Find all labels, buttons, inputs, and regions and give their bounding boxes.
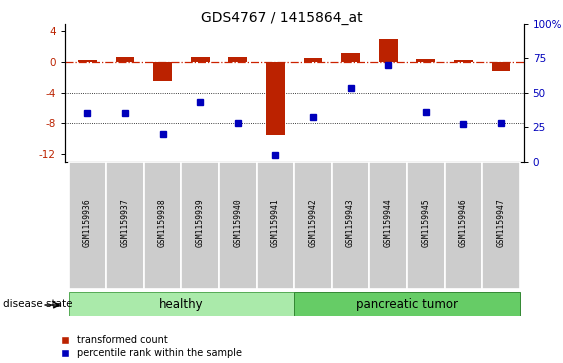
Bar: [417, 59, 435, 62]
Bar: [454, 60, 473, 62]
Bar: [294, 292, 520, 316]
Text: disease state: disease state: [3, 299, 72, 309]
Text: GSM1159943: GSM1159943: [346, 198, 355, 247]
Text: GSM1159936: GSM1159936: [83, 198, 92, 247]
Bar: [294, 162, 332, 289]
Bar: [332, 162, 369, 289]
Bar: [369, 162, 407, 289]
Bar: [257, 162, 294, 289]
Text: GSM1159939: GSM1159939: [195, 198, 204, 247]
Text: GSM1159940: GSM1159940: [233, 198, 242, 247]
Text: GSM1159946: GSM1159946: [459, 198, 468, 247]
Bar: [407, 162, 445, 289]
Bar: [69, 292, 294, 316]
Text: GSM1159944: GSM1159944: [384, 198, 393, 247]
Text: GSM1159941: GSM1159941: [271, 198, 280, 247]
Bar: [266, 62, 285, 135]
Bar: [115, 57, 135, 62]
Bar: [153, 62, 172, 81]
Text: GSM1159937: GSM1159937: [120, 198, 129, 247]
Bar: [181, 162, 219, 289]
Text: GSM1159945: GSM1159945: [421, 198, 430, 247]
Text: GDS4767 / 1415864_at: GDS4767 / 1415864_at: [200, 11, 363, 25]
Text: GSM1159942: GSM1159942: [309, 198, 318, 247]
Bar: [229, 57, 247, 62]
Legend: transformed count, percentile rank within the sample: transformed count, percentile rank withi…: [61, 335, 242, 358]
Bar: [219, 162, 257, 289]
Bar: [341, 53, 360, 62]
Text: GSM1159947: GSM1159947: [497, 198, 506, 247]
Bar: [78, 60, 97, 62]
Text: healthy: healthy: [159, 298, 204, 310]
Bar: [445, 162, 482, 289]
Text: GSM1159938: GSM1159938: [158, 198, 167, 247]
Bar: [303, 58, 323, 62]
Bar: [482, 162, 520, 289]
Bar: [106, 162, 144, 289]
Text: pancreatic tumor: pancreatic tumor: [356, 298, 458, 310]
Bar: [69, 162, 106, 289]
Bar: [491, 62, 511, 71]
Bar: [144, 162, 181, 289]
Bar: [191, 57, 209, 62]
Bar: [379, 39, 397, 62]
